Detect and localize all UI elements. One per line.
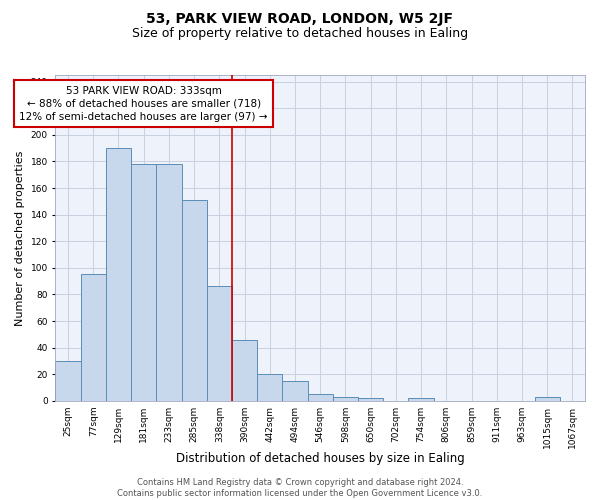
Bar	[257, 374, 283, 401]
Bar	[358, 398, 383, 401]
Y-axis label: Number of detached properties: Number of detached properties	[15, 150, 25, 326]
Text: Contains HM Land Registry data © Crown copyright and database right 2024.
Contai: Contains HM Land Registry data © Crown c…	[118, 478, 482, 498]
Text: Size of property relative to detached houses in Ealing: Size of property relative to detached ho…	[132, 28, 468, 40]
Bar	[182, 200, 207, 401]
Bar	[333, 397, 358, 401]
Text: 53 PARK VIEW ROAD: 333sqm
← 88% of detached houses are smaller (718)
12% of semi: 53 PARK VIEW ROAD: 333sqm ← 88% of detac…	[19, 86, 268, 122]
Bar	[308, 394, 333, 401]
Bar	[157, 164, 182, 401]
Bar	[207, 286, 232, 401]
Bar	[535, 397, 560, 401]
Bar	[232, 340, 257, 401]
Bar	[106, 148, 131, 401]
Bar	[131, 164, 157, 401]
Bar	[55, 361, 80, 401]
Bar	[409, 398, 434, 401]
Text: 53, PARK VIEW ROAD, LONDON, W5 2JF: 53, PARK VIEW ROAD, LONDON, W5 2JF	[146, 12, 454, 26]
Bar	[80, 274, 106, 401]
X-axis label: Distribution of detached houses by size in Ealing: Distribution of detached houses by size …	[176, 452, 464, 465]
Bar	[283, 381, 308, 401]
